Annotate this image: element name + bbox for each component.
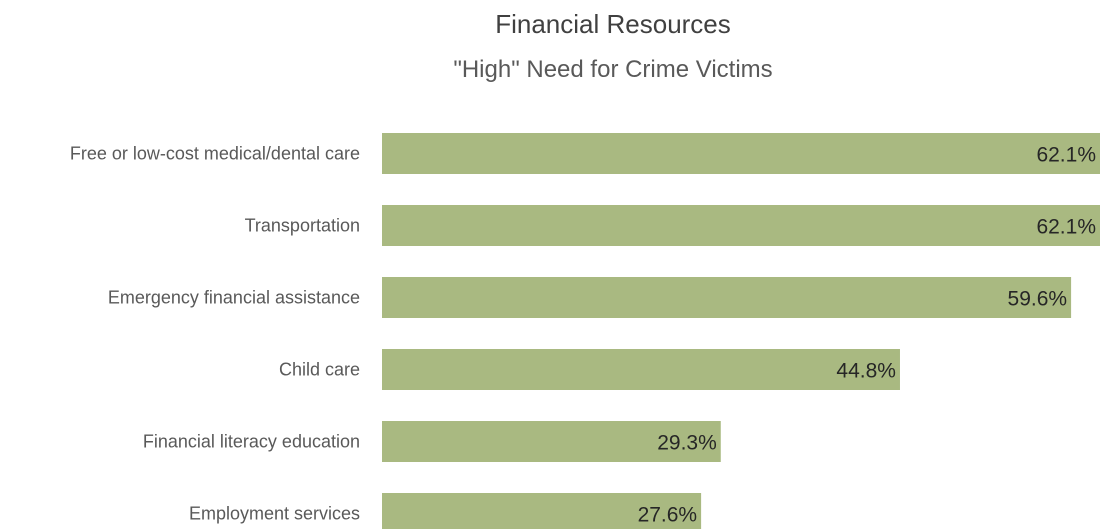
data-label-free-or-low-cost-medical-dental-care: 62.1%: [1036, 144, 1096, 167]
data-label-emergency-financial-assistance: 59.6%: [1008, 288, 1068, 311]
category-label-transportation: Transportation: [245, 216, 360, 236]
data-label-financial-literacy-education: 29.3%: [657, 432, 717, 455]
bar-transportation: [382, 205, 1100, 246]
category-label-employment-services: Employment services: [189, 504, 360, 524]
bar-financial-literacy-education: [382, 421, 721, 462]
category-label-free-or-low-cost-medical-dental-care: Free or low-cost medical/dental care: [70, 144, 360, 164]
bar-emergency-financial-assistance: [382, 277, 1072, 318]
category-label-child-care: Child care: [279, 360, 360, 380]
data-label-child-care: 44.8%: [836, 360, 896, 383]
bar-employment-services: [382, 493, 702, 529]
data-label-transportation: 62.1%: [1036, 216, 1096, 239]
bar-child-care: [382, 349, 900, 390]
chart-title: Financial Resources: [495, 9, 731, 39]
data-label-employment-services: 27.6%: [638, 504, 698, 527]
bars-group: Free or low-cost medical/dental care 62.1…: [70, 133, 1100, 529]
category-label-emergency-financial-assistance: Emergency financial assistance: [108, 288, 360, 308]
chart-subtitle: "High" Need for Crime Victims: [453, 56, 772, 83]
bar-free-or-low-cost-medical-dental-care: [382, 133, 1100, 174]
category-label-financial-literacy-education: Financial literacy education: [143, 432, 360, 452]
